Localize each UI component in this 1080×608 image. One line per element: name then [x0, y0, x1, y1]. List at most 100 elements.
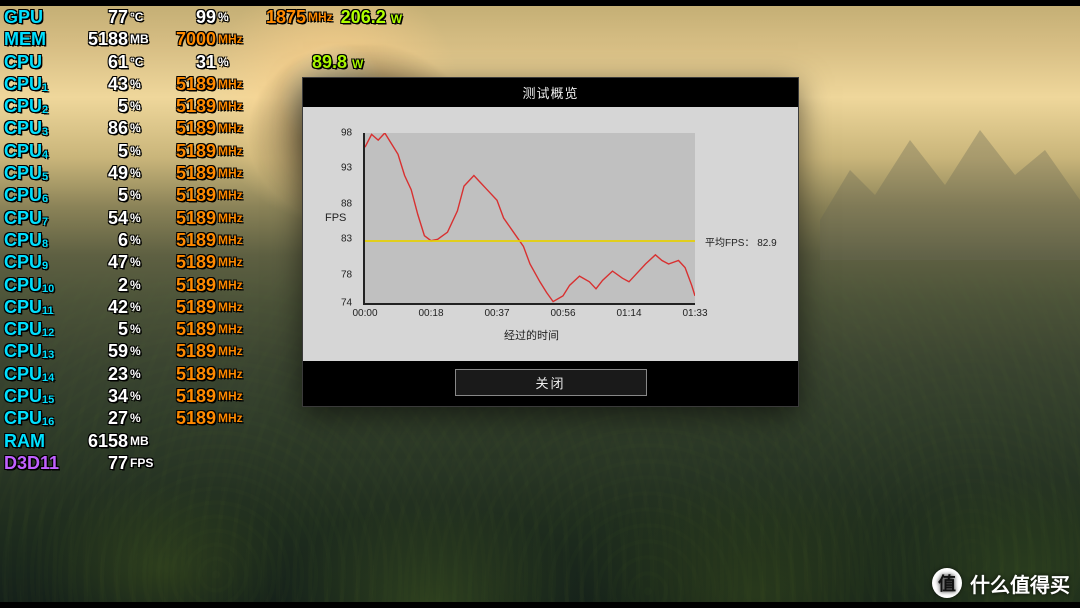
letterbox-bottom [0, 602, 1080, 608]
osd-unit: MHz [216, 296, 248, 318]
osd-value: 42 [70, 296, 128, 318]
fps-average-label: 平均FPS： 82.9 [705, 234, 777, 249]
osd-extra: 206.2 W [333, 6, 402, 30]
osd-value: 27 [70, 407, 128, 429]
osd-label: RAM [4, 430, 70, 452]
osd-unit: MHz [216, 95, 248, 117]
osd-unit: % [128, 207, 160, 229]
fps-average-prefix: 平均FPS： [705, 238, 754, 249]
osd-row: MEM5188MB7000MHz [4, 28, 402, 50]
osd-label-sub: 12 [42, 327, 54, 339]
osd-value: 31 [160, 51, 216, 73]
osd-unit: °C [128, 51, 160, 73]
watermark-text: 什么值得买 [970, 569, 1070, 598]
close-button[interactable]: 关闭 [455, 369, 647, 396]
scene-mountains [820, 100, 1080, 260]
osd-label-sub: 8 [42, 238, 48, 250]
osd-row: RAM6158MB [4, 430, 402, 452]
osd-unit: MHz [216, 340, 248, 362]
osd-value: 34 [70, 385, 128, 407]
osd-unit: % [128, 73, 160, 95]
dialog-title: 测试概览 [303, 78, 798, 107]
chart-ytick: 98 [341, 128, 352, 139]
osd-unit: FPS [128, 452, 160, 474]
osd-value: 5189 [160, 207, 216, 229]
osd-label: MEM [4, 28, 70, 50]
osd-value: 5189 [160, 117, 216, 139]
fps-chart: FPS 平均FPS： 82.9 74788388939800:0000:1800… [363, 133, 700, 305]
fps-chart-ylabel: FPS [325, 212, 346, 224]
osd-label-sub: 5 [42, 171, 48, 183]
dialog-footer: 关闭 [303, 361, 798, 406]
osd-unit: MHz [216, 140, 248, 162]
osd-label-sub: 2 [42, 104, 48, 116]
osd-unit: MHz [216, 274, 248, 296]
osd-label-sub: 10 [42, 283, 54, 295]
osd-value: 5189 [160, 385, 216, 407]
osd-unit: MHz [216, 117, 248, 139]
osd-value: 5189 [160, 140, 216, 162]
osd-value: 5189 [160, 73, 216, 95]
osd-value: 5189 [160, 318, 216, 340]
osd-value: 5 [70, 140, 128, 162]
osd-unit: MHz [216, 229, 248, 251]
osd-unit: MHz [216, 207, 248, 229]
osd-extra: 89.8 W [248, 51, 363, 75]
osd-unit: MHz [216, 251, 248, 273]
osd-value: 86 [70, 117, 128, 139]
chart-xtick: 00:56 [550, 308, 575, 319]
osd-value: 5189 [160, 407, 216, 429]
fps-average-line [365, 240, 695, 242]
osd-label-sub: 16 [42, 416, 54, 428]
chart-xtick: 01:14 [616, 308, 641, 319]
osd-value: 7000 [160, 28, 216, 50]
osd-label: GPU [4, 6, 70, 28]
osd-unit: % [128, 95, 160, 117]
osd-value: 54 [70, 207, 128, 229]
chart-ytick: 83 [341, 234, 352, 245]
osd-label-sub: 14 [42, 372, 54, 384]
osd-unit: % [128, 274, 160, 296]
osd-value: 47 [70, 251, 128, 273]
chart-xtick: 00:18 [418, 308, 443, 319]
osd-unit: MB [128, 28, 160, 50]
osd-label: CPU [4, 51, 70, 73]
osd-unit: % [128, 363, 160, 385]
osd-unit: % [128, 318, 160, 340]
osd-unit: % [128, 229, 160, 251]
osd-row: CPU61°C31%89.8 W [4, 51, 402, 73]
osd-value: 49 [70, 162, 128, 184]
osd-label-sub: 13 [42, 349, 54, 361]
chart-xtick: 01:33 [682, 308, 707, 319]
osd-value: 2 [70, 274, 128, 296]
chart-ytick: 93 [341, 163, 352, 174]
osd-unit: % [128, 251, 160, 273]
osd-unit: % [128, 385, 160, 407]
osd-value: 5189 [160, 162, 216, 184]
osd-label-sub: 9 [42, 260, 48, 272]
osd-value: 5189 [160, 274, 216, 296]
osd-unit: % [216, 6, 248, 28]
osd-label-sub: 4 [42, 149, 48, 161]
osd-value: 5189 [160, 340, 216, 362]
osd-unit: MHz [216, 73, 248, 95]
osd-unit: % [128, 407, 160, 429]
osd-row: D3D1177FPS [4, 452, 402, 474]
fps-line-svg [365, 133, 695, 303]
osd-value: 77 [70, 6, 128, 28]
fps-chart-plot-area: FPS 平均FPS： 82.9 74788388939800:0000:1800… [363, 133, 695, 305]
osd-value: 5 [70, 318, 128, 340]
osd-label-sub: 1 [42, 82, 48, 94]
osd-unit: % [128, 117, 160, 139]
osd-unit: MHz [216, 385, 248, 407]
fps-average-value: 82.9 [757, 238, 776, 249]
osd-row: GPU77°C99%1875MHz206.2 W [4, 6, 402, 28]
osd-unit: MB [128, 430, 160, 452]
osd-unit: % [128, 184, 160, 206]
osd-value: 5189 [160, 95, 216, 117]
chart-xtick: 00:37 [484, 308, 509, 319]
osd-value: 5189 [160, 363, 216, 385]
chart-ytick: 78 [341, 269, 352, 280]
osd-unit: MHz [216, 162, 248, 184]
osd-unit: % [216, 51, 248, 73]
